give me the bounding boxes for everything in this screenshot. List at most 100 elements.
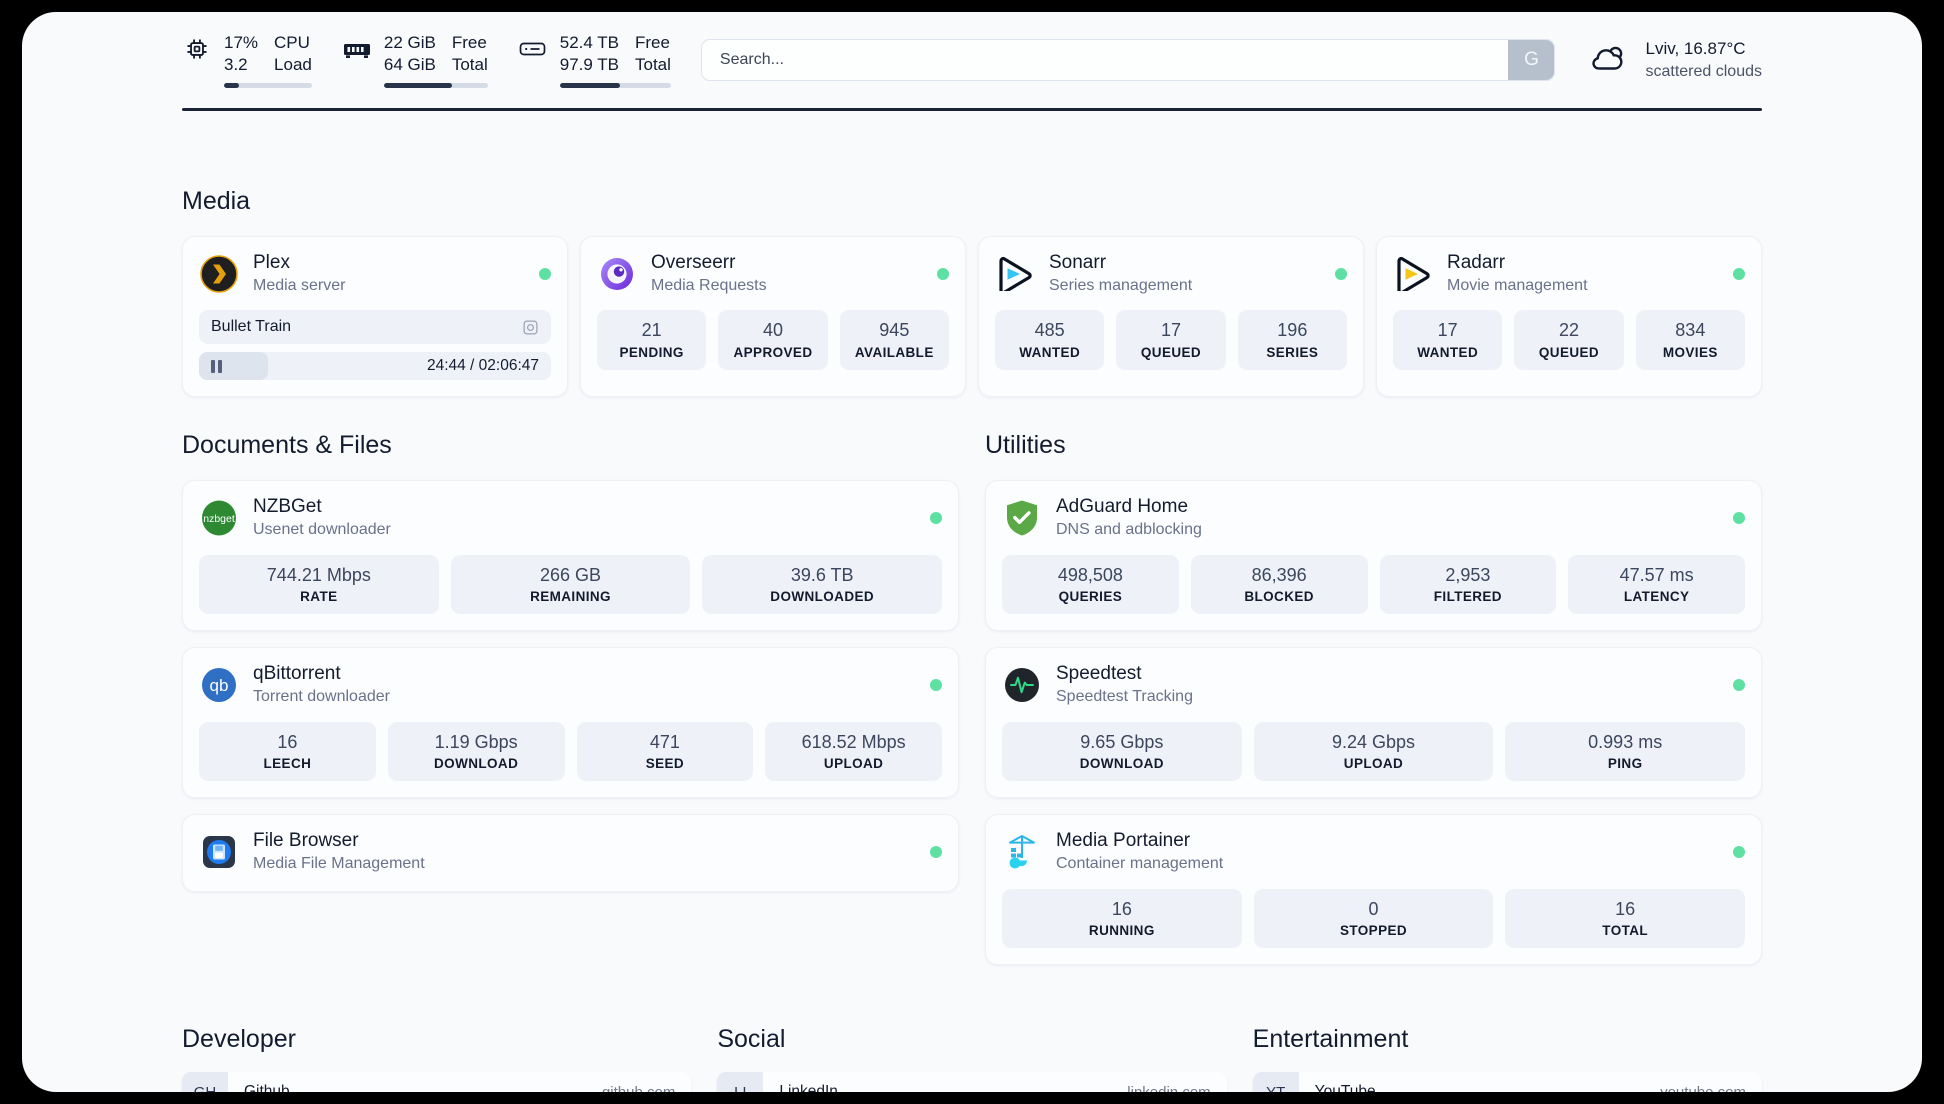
cpu-percent: 17% — [224, 32, 259, 52]
stat-tile: 40 APPROVED — [718, 310, 828, 370]
stat-tile: 9.24 Gbps UPLOAD — [1253, 721, 1494, 782]
ram-total: 64 GiB — [383, 55, 436, 74]
bookmark-group-entertainment: Entertainment YT YouTube youtube.com NF … — [1252, 1025, 1762, 1092]
stat-tile: 17 QUEUED — [1116, 310, 1226, 370]
stat-tile: 9.65 Gbps DOWNLOAD — [1002, 721, 1242, 782]
bookmark-url: youtube.com — [1660, 1072, 1762, 1092]
disk-icon — [518, 32, 548, 66]
stat-value: 86,396 — [1251, 564, 1307, 585]
stat-label: STOPPED — [1339, 923, 1408, 939]
service-card-radarr[interactable]: Radarr Movie management 17 WANTED 22 QUE… — [1376, 236, 1762, 398]
service-desc: Usenet downloader — [253, 521, 391, 539]
stat-tile: 0.993 ms PING — [1505, 721, 1746, 782]
service-name: qBittorrent — [253, 663, 341, 685]
card-header: Radarr Movie management — [1393, 251, 1745, 296]
stat-label: UPLOAD — [823, 756, 884, 772]
bookmark-item-youtube[interactable]: YT YouTube youtube.com — [1252, 1072, 1762, 1092]
playback-progress-bar[interactable]: 24:44 / 02:06:47 — [199, 352, 551, 381]
stat-value: 16 — [1111, 898, 1132, 919]
service-desc: Torrent downloader — [253, 688, 390, 706]
stat-tiles: 16 RUNNING 0 STOPPED 16 TOTAL — [1002, 888, 1746, 949]
cpu-load: 3.2 — [224, 55, 248, 74]
service-name: Overseerr — [651, 252, 736, 273]
cast-icon[interactable] — [522, 319, 539, 336]
status-badge — [930, 679, 942, 692]
bookmark-group-developer: Developer GH Github github.com SO StackO… — [182, 1025, 692, 1092]
status-badge — [539, 267, 551, 280]
service-card-overseerr[interactable]: Overseerr Media Requests 21 PENDING 40 A… — [580, 236, 966, 398]
stat-tile: 618.52 Mbps UPLOAD — [765, 721, 942, 782]
header-divider — [182, 108, 1762, 111]
stat-tile: 21 PENDING — [597, 310, 707, 370]
service-card-plex[interactable]: Plex Media server Bullet Train — [182, 236, 568, 398]
nzbget-icon: nzbget — [199, 498, 239, 538]
status-badge — [937, 267, 949, 280]
weather-location-temp: Lviv, 16.87°C — [1645, 39, 1746, 59]
bookmark-item-github[interactable]: GH Github github.com — [182, 1072, 692, 1092]
media-card-row: Plex Media server Bullet Train — [182, 236, 1762, 398]
service-card-qbittorrent[interactable]: qb qBittorrent Torrent downloader 16 LEE… — [182, 647, 959, 799]
bookmark-item-linkedin[interactable]: LI LinkedIn linkedin.com — [717, 1072, 1227, 1092]
service-desc: Container management — [1056, 855, 1224, 873]
speedtest-icon — [1002, 665, 1042, 705]
progress-fill — [199, 352, 268, 381]
stat-tile: 485 WANTED — [995, 310, 1105, 370]
stat-value: 945 — [879, 320, 910, 341]
disk-label-top: Free — [635, 32, 670, 52]
stat-label: APPROVED — [733, 344, 813, 360]
service-card-nzbget[interactable]: nzbget NZBGet Usenet downloader 744.21 M… — [182, 480, 959, 632]
ram-meter — [383, 83, 488, 89]
cpu-meter — [224, 83, 312, 89]
stat-tile: 16 LEECH — [199, 721, 376, 782]
stat-label: SEED — [645, 756, 685, 772]
stat-value: 17 — [1160, 320, 1181, 341]
stat-label: AVAILABLE — [854, 344, 934, 360]
stat-label: BLOCKED — [1244, 589, 1314, 605]
bookmark-name: LinkedIn — [779, 1083, 838, 1092]
ram-stat: 22 GiB 64 GiB Free Total — [342, 32, 488, 89]
stat-value: 485 — [1034, 320, 1065, 341]
service-card-filebrowser[interactable]: File Browser Media File Management — [182, 814, 959, 892]
stat-label: DOWNLOADED — [770, 589, 875, 605]
playback-time: 24:44 / 02:06:47 — [426, 357, 539, 375]
stat-tile: 39.6 TB DOWNLOADED — [702, 554, 943, 615]
search-bar[interactable]: G — [700, 39, 1556, 81]
cpu-icon — [182, 32, 212, 66]
stat-label: MOVIES — [1662, 344, 1718, 360]
pause-icon[interactable] — [211, 359, 222, 373]
status-badge — [930, 846, 942, 859]
bookmark-group-social: Social LI LinkedIn linkedin.com TW Twitt… — [717, 1025, 1227, 1092]
service-name: Radarr — [1447, 252, 1506, 273]
stat-label: REMAINING — [530, 589, 611, 605]
service-name: NZBGet — [253, 496, 322, 518]
stat-tiles: 16 LEECH 1.19 Gbps DOWNLOAD 471 SEED 6 — [199, 721, 942, 782]
adguard-icon — [1002, 498, 1042, 538]
disk-total: 97.9 TB — [559, 55, 619, 74]
overseerr-icon — [597, 254, 637, 294]
service-desc: Movie management — [1447, 276, 1588, 294]
plex-icon — [199, 254, 239, 294]
service-name: Plex — [253, 252, 290, 273]
section-title-media: Media — [182, 187, 251, 215]
service-card-speedtest[interactable]: Speedtest Speedtest Tracking 9.65 Gbps D… — [985, 647, 1762, 799]
bookmark-name: YouTube — [1314, 1083, 1376, 1092]
bookmark-url: linkedin.com — [1127, 1072, 1226, 1092]
service-card-adguard[interactable]: AdGuard Home DNS and adblocking 498,508 … — [985, 480, 1762, 632]
stat-tile: 266 GB REMAINING — [450, 554, 691, 615]
ram-free: 22 GiB — [383, 32, 436, 52]
stat-tile: 945 AVAILABLE — [839, 310, 949, 370]
stat-tile: 1.19 Gbps DOWNLOAD — [387, 721, 565, 782]
service-card-portainer[interactable]: Media Portainer Container management 16 … — [985, 814, 1762, 966]
stat-value: 1.19 Gbps — [434, 731, 518, 752]
sonarr-icon — [995, 254, 1035, 294]
filebrowser-icon — [199, 832, 239, 872]
stat-label: LEECH — [263, 756, 312, 772]
stat-label: WANTED — [1417, 344, 1479, 360]
service-card-sonarr[interactable]: Sonarr Series management 485 WANTED 17 Q… — [978, 236, 1364, 398]
stat-tiles: 9.65 Gbps DOWNLOAD 9.24 Gbps UPLOAD 0.99… — [1002, 721, 1746, 782]
disk-free: 52.4 TB — [559, 32, 619, 52]
search-input[interactable] — [701, 40, 1509, 80]
stat-label: PENDING — [619, 344, 684, 360]
google-search-button[interactable]: G — [1508, 40, 1555, 80]
stat-label: WANTED — [1019, 344, 1081, 360]
